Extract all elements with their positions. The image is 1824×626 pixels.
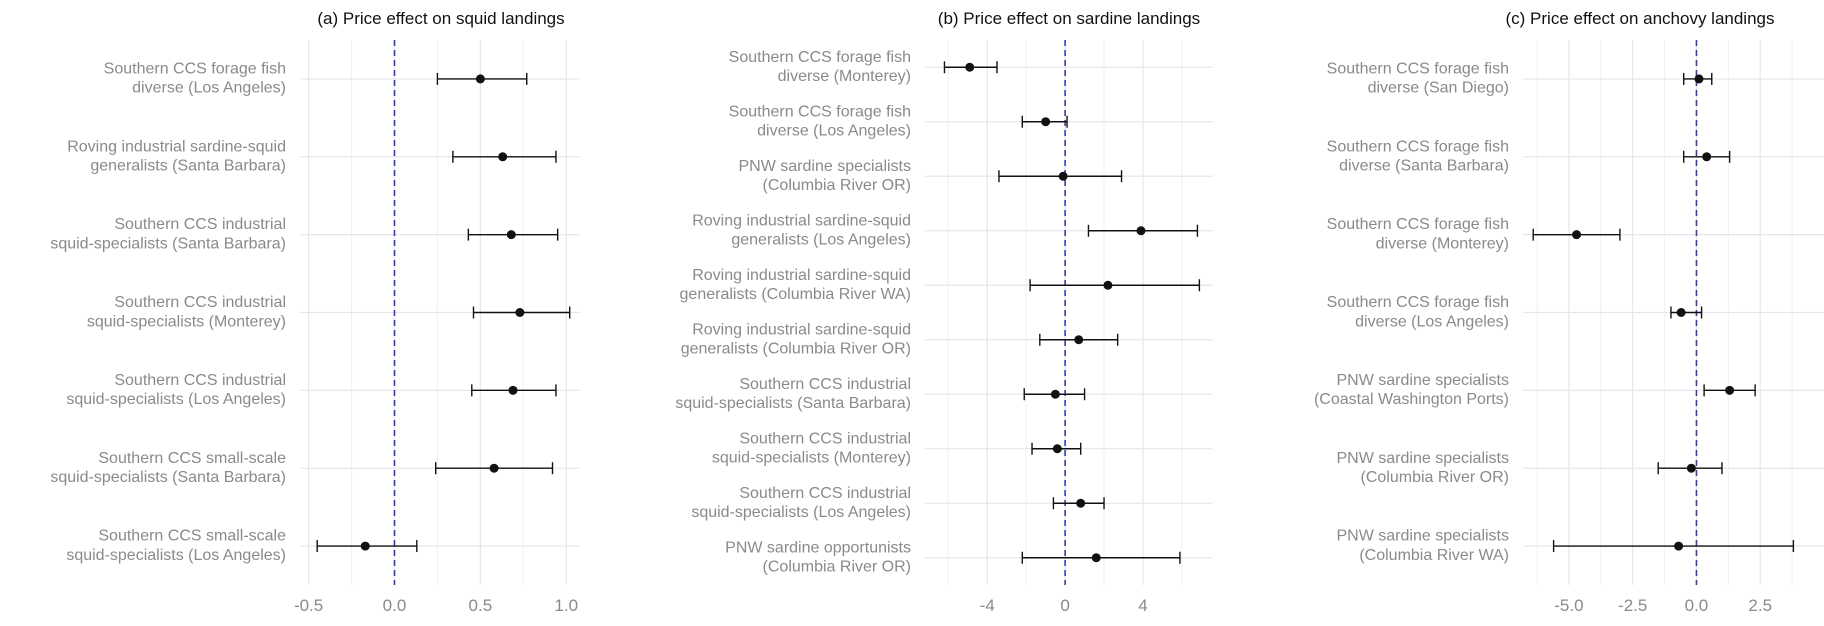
x-tick-label: 1.0 <box>554 596 578 615</box>
estimate-point <box>508 385 518 395</box>
x-tick-label: -4 <box>980 596 995 615</box>
estimate-point <box>515 308 525 317</box>
x-tick-label: 4 <box>1138 596 1147 615</box>
x-tick-label: -5.0 <box>1554 596 1583 615</box>
category-label: Southern CCS industrial squid-specialists… <box>66 372 286 408</box>
panel-a-title: (a) Price effect on squid landings <box>317 9 564 28</box>
x-tick-label: 2.5 <box>1748 596 1772 615</box>
panel-b: (b) Price effect on sardine landings Sou… <box>675 9 1213 615</box>
category-label: Roving industrial sardine-squid generalis… <box>681 321 911 357</box>
estimate-point <box>1074 335 1084 345</box>
category-label: Southern CCS forage fish diverse (Santa B… <box>1327 138 1509 174</box>
category-label: Southern CCS industrial squid-specialists… <box>712 430 911 466</box>
category-label: Roving industrial sardine-squid generalis… <box>67 138 286 174</box>
category-label: Southern CCS forage fish diverse (Los Ang… <box>1327 294 1509 330</box>
category-label: Southern CCS industrial squid-specialists… <box>87 294 286 330</box>
panel-a: (a) Price effect on squid landings South… <box>50 9 580 615</box>
estimate-point <box>360 541 370 551</box>
category-label: PNW sardine specialists (Columbia River W… <box>1337 528 1510 564</box>
estimate-point <box>1091 553 1101 563</box>
category-label: PNW sardine specialists (Columbia River O… <box>739 158 912 194</box>
estimate-point <box>1572 230 1582 240</box>
category-label: Southern CCS forage fish diverse (San Die… <box>1327 61 1509 97</box>
estimate-point <box>965 62 975 72</box>
estimate-point <box>1103 280 1113 290</box>
category-label: Southern CCS industrial squid-specialists… <box>691 485 911 521</box>
panel-c: (c) Price effect on anchovy landings Sou… <box>1314 9 1824 615</box>
category-label: PNW sardine opportunists (Columbia River … <box>725 539 911 575</box>
estimate-point <box>489 463 499 473</box>
estimate-point <box>1058 171 1068 181</box>
category-label: Southern CCS forage fish diverse (Montere… <box>729 49 911 85</box>
panel-c-title: (c) Price effect on anchovy landings <box>1506 9 1775 28</box>
estimate-point <box>1076 498 1086 508</box>
x-tick-label: -0.5 <box>294 596 323 615</box>
x-tick-label: 0.0 <box>383 596 407 615</box>
estimate-point <box>1694 74 1704 84</box>
category-label: Southern CCS industrial squid-specialists… <box>50 216 286 252</box>
estimate-point <box>475 74 485 84</box>
x-tick-label: 0.0 <box>1685 596 1709 615</box>
category-label: PNW sardine specialists (Columbia River O… <box>1337 450 1510 486</box>
category-label: Southern CCS forage fish diverse (Montere… <box>1327 216 1509 252</box>
x-tick-label: 0 <box>1060 596 1069 615</box>
estimate-point <box>1725 385 1735 395</box>
panel-b-title: (b) Price effect on sardine landings <box>938 9 1200 28</box>
estimate-point <box>498 152 508 162</box>
estimate-point <box>506 230 516 240</box>
estimate-point <box>1674 541 1684 551</box>
estimate-point <box>1052 444 1062 454</box>
category-label: Southern CCS industrial squid-specialists… <box>675 376 911 412</box>
category-label: Roving industrial sardine-squid generalis… <box>692 212 911 248</box>
x-tick-label: 0.5 <box>469 596 493 615</box>
category-label: Roving industrial sardine-squid generalis… <box>680 267 911 303</box>
category-label: Southern CCS small-scale squid-specialist… <box>66 528 286 564</box>
estimate-point <box>1676 308 1686 317</box>
estimate-point <box>1136 226 1146 236</box>
category-label: PNW sardine specialists (Coastal Washingt… <box>1314 372 1509 408</box>
estimate-point <box>1702 152 1712 162</box>
category-label: Southern CCS forage fish diverse (Los Ang… <box>104 61 286 97</box>
estimate-point <box>1686 463 1696 473</box>
category-label: Southern CCS small-scale squid-specialist… <box>50 450 286 486</box>
x-tick-label: -2.5 <box>1618 596 1647 615</box>
estimate-point <box>1041 117 1051 127</box>
estimate-point <box>1050 389 1060 399</box>
category-label: Southern CCS forage fish diverse (Los Ang… <box>729 103 911 139</box>
